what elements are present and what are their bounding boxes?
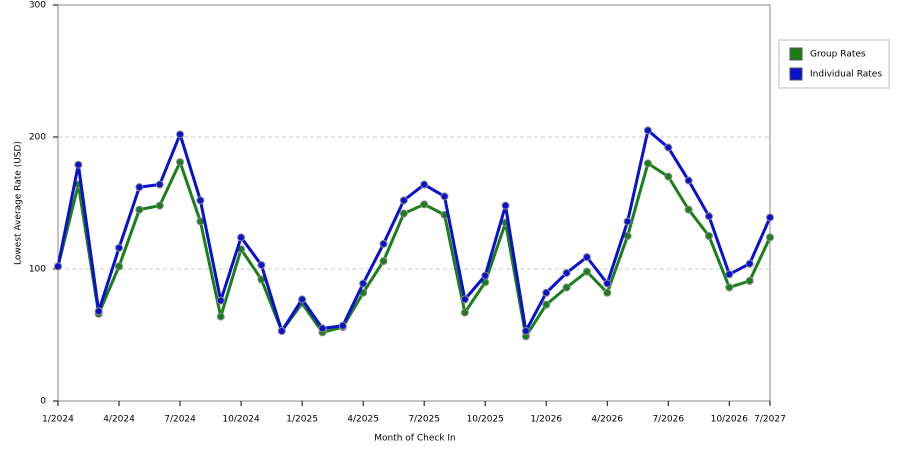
data-point	[643, 126, 652, 135]
x-tick-label: 7/2024	[164, 415, 196, 425]
data-point	[399, 196, 408, 205]
x-tick-label: 1/2026	[530, 415, 562, 425]
data-point	[115, 243, 124, 252]
data-point	[623, 217, 632, 226]
data-point	[257, 261, 266, 270]
data-point	[54, 262, 62, 271]
y-tick-label: 0	[40, 397, 46, 407]
data-point	[501, 201, 510, 210]
data-point	[542, 288, 551, 297]
x-tick-label: 4/2024	[103, 415, 135, 425]
data-point	[481, 271, 490, 280]
data-point	[420, 180, 429, 189]
data-point	[725, 270, 734, 279]
data-point	[359, 279, 368, 288]
legend-swatch	[789, 67, 803, 81]
x-tick-label: 7/2027	[754, 415, 786, 425]
data-point	[298, 295, 307, 304]
data-point	[216, 312, 225, 321]
x-tick-label: 4/2026	[591, 415, 623, 425]
data-point	[766, 233, 774, 242]
data-point	[155, 180, 164, 189]
data-point	[704, 212, 713, 221]
x-tick-label: 10/2024	[222, 415, 260, 425]
data-point	[460, 295, 469, 304]
x-tick-label: 10/2026	[711, 415, 749, 425]
x-tick-label: 10/2025	[467, 415, 504, 425]
legend-label: Individual Rates	[810, 70, 882, 80]
data-point	[94, 307, 103, 316]
data-point	[745, 276, 754, 285]
data-point	[237, 233, 246, 242]
legend-box	[778, 39, 890, 89]
data-point	[176, 158, 185, 167]
data-point	[379, 239, 388, 248]
data-point	[155, 201, 164, 210]
y-tick-label: 200	[29, 133, 46, 143]
data-point	[115, 262, 124, 271]
data-point	[725, 283, 734, 292]
data-point	[277, 327, 286, 336]
data-point	[176, 130, 185, 139]
data-point	[420, 200, 429, 209]
x-tick-label: 4/2025	[347, 415, 379, 425]
data-point	[643, 159, 652, 168]
data-point	[745, 259, 754, 268]
data-point	[603, 288, 612, 297]
data-point	[582, 253, 591, 262]
x-tick-label: 1/2025	[286, 415, 318, 425]
data-point	[379, 257, 388, 266]
series-line	[56, 128, 772, 333]
data-point	[196, 196, 205, 205]
data-point	[521, 327, 530, 336]
data-point	[603, 279, 612, 288]
data-point	[440, 192, 449, 201]
x-tick-label: 7/2025	[408, 415, 440, 425]
data-point	[135, 183, 144, 192]
x-tick-label: 1/2024	[42, 415, 74, 425]
data-point	[460, 308, 469, 317]
legend-label: Group Rates	[810, 50, 866, 60]
data-point	[684, 205, 693, 214]
y-tick-label: 300	[29, 1, 46, 11]
data-point	[684, 176, 693, 185]
x-tick-label: 7/2026	[652, 415, 684, 425]
data-point	[562, 268, 571, 277]
data-point	[704, 232, 713, 240]
data-point	[664, 143, 673, 152]
data-point	[399, 209, 408, 218]
data-point	[582, 267, 591, 276]
data-point	[74, 160, 83, 169]
data-point	[338, 321, 347, 330]
data-point	[135, 205, 144, 214]
y-tick-label: 100	[29, 265, 46, 275]
legend-swatch	[789, 47, 803, 61]
y-axis-label: Lowest Average Rate (USD)	[14, 141, 24, 265]
series-line	[56, 160, 772, 338]
x-axis-label: Month of Check In	[374, 434, 456, 444]
data-point	[664, 172, 673, 181]
data-point	[318, 324, 327, 333]
data-point	[562, 283, 571, 292]
plot-frame	[57, 4, 771, 402]
data-point	[216, 296, 225, 305]
data-point	[766, 213, 774, 222]
data-point	[542, 300, 551, 309]
